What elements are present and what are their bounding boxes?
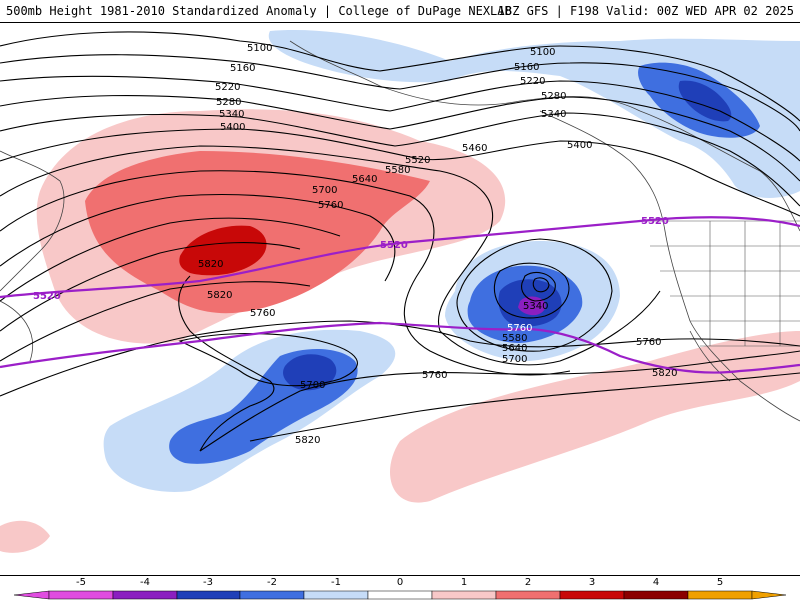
colorbar-tick: -2 — [267, 577, 277, 588]
colorbar-segment — [112, 590, 178, 600]
5520-contour — [0, 216, 800, 374]
anomaly-map: 5100 5160 5220 5280 5340 5400 5460 5520 … — [0, 23, 800, 575]
colorbar-cap-right — [751, 590, 787, 600]
contour-label: 5640 — [502, 343, 527, 354]
contour-label: 5640 — [352, 174, 377, 185]
map-title: 500mb Height 1981-2010 Standardized Anom… — [6, 4, 512, 18]
contour-label: 5160 — [230, 63, 255, 74]
colorbar-segment — [367, 590, 433, 600]
contour-label: 5400 — [567, 140, 592, 151]
colorbar-tick: 3 — [589, 577, 595, 588]
colorbar-segment — [687, 590, 753, 600]
central-labels: 5760 5700 5820 5760 — [250, 308, 447, 446]
colorbar-tick: 5 — [717, 577, 723, 588]
contour-label: 5700 — [300, 380, 325, 391]
contour-label: 5100 — [530, 47, 555, 58]
colorbar-segment — [623, 590, 689, 600]
colorbar-segment — [239, 590, 305, 600]
colorbar-segment — [48, 590, 114, 600]
anomaly-colorbar: -5 -4 -3 -2 -1 0 1 2 3 4 5 — [0, 576, 800, 600]
contour-label-5520: 5520 — [33, 291, 61, 302]
contour-label: 5460 — [462, 143, 487, 154]
southeast-labels: 5760 5820 — [636, 337, 677, 379]
contour-label: 5760 — [636, 337, 661, 348]
contour-label: 5100 — [247, 43, 272, 54]
contour-label: 5580 — [502, 333, 527, 344]
model-valid-time: 18Z GFS | F198 Valid: 00Z WED APR 02 202… — [497, 4, 794, 18]
height-contours — [0, 31, 800, 452]
colorbar-segment — [431, 590, 497, 600]
colorbar-segment — [495, 590, 561, 600]
anomaly-shading — [0, 30, 800, 553]
low-labels: 5340 5580 5640 5700 5760 — [502, 301, 548, 365]
contour-label-5520: 5520 — [641, 216, 669, 227]
colorbar-ticks: -5 -4 -3 -2 -1 0 1 2 3 4 5 — [76, 577, 723, 588]
map-panel: 5100 5160 5220 5280 5340 5400 5460 5520 … — [0, 22, 800, 576]
contour-label-5520: 5520 — [380, 240, 408, 251]
colorbar-tick: -1 — [331, 577, 341, 588]
contour-label: 5700 — [312, 185, 337, 196]
east-labels: 5100 5160 5220 5280 5340 5400 — [514, 47, 592, 151]
contour-label: 5820 — [295, 435, 320, 446]
contour-label: 5760 — [507, 323, 532, 334]
contour-label: 5760 — [422, 370, 447, 381]
contour-label: 5160 — [514, 62, 539, 73]
contour-label: 5280 — [541, 91, 566, 102]
contour-label: 5820 — [652, 368, 677, 379]
west-labels: 5100 5160 5220 5280 5340 5400 5460 5520 … — [198, 43, 487, 301]
contour-label: 5700 — [502, 354, 527, 365]
contour-label: 5820 — [207, 290, 232, 301]
colorbar-cap-left — [13, 590, 50, 600]
contour-label: 5280 — [216, 97, 241, 108]
negative-anomaly-3-gulf-of-alaska — [678, 80, 732, 122]
positive-anomaly-1-southwest — [0, 520, 50, 553]
contour-label: 5520 — [405, 155, 430, 166]
colorbar-tick: 2 — [525, 577, 531, 588]
5520-labels: 5520 5520 5520 — [33, 216, 669, 302]
colorbar-tick: -3 — [203, 577, 213, 588]
colorbar-tick: 4 — [653, 577, 659, 588]
colorbar-segment — [559, 590, 625, 600]
colorbar-tick: 0 — [397, 577, 403, 588]
colorbar-tick: 1 — [461, 577, 467, 588]
contour-label: 5760 — [318, 200, 343, 211]
contour-label: 5340 — [219, 109, 244, 120]
colorbar-tick: -4 — [140, 577, 150, 588]
contour-label: 5340 — [541, 109, 566, 120]
contour-label: 5220 — [520, 76, 545, 87]
colorbar-tick: -5 — [76, 577, 86, 588]
negative-anomaly-3-subtropical — [283, 354, 337, 391]
contour-label: 5340 — [523, 301, 548, 312]
map-header: 500mb Height 1981-2010 Standardized Anom… — [0, 0, 800, 22]
contour-label: 5760 — [250, 308, 275, 319]
contour-label: 5820 — [198, 259, 223, 270]
positive-anomaly-1-east-pacific — [390, 331, 800, 503]
colorbar-segments — [13, 590, 787, 600]
positive-anomaly-3 — [179, 225, 267, 276]
colorbar-segment — [176, 590, 241, 600]
colorbar-segment — [303, 590, 369, 600]
contour-label: 5400 — [220, 122, 245, 133]
contour-labels: 5100 5160 5220 5280 5340 5400 5460 5520 … — [33, 43, 677, 446]
colorbar-svg: -5 -4 -3 -2 -1 0 1 2 3 4 5 — [13, 577, 787, 600]
contour-label: 5580 — [385, 165, 410, 176]
contour-label: 5220 — [215, 82, 240, 93]
